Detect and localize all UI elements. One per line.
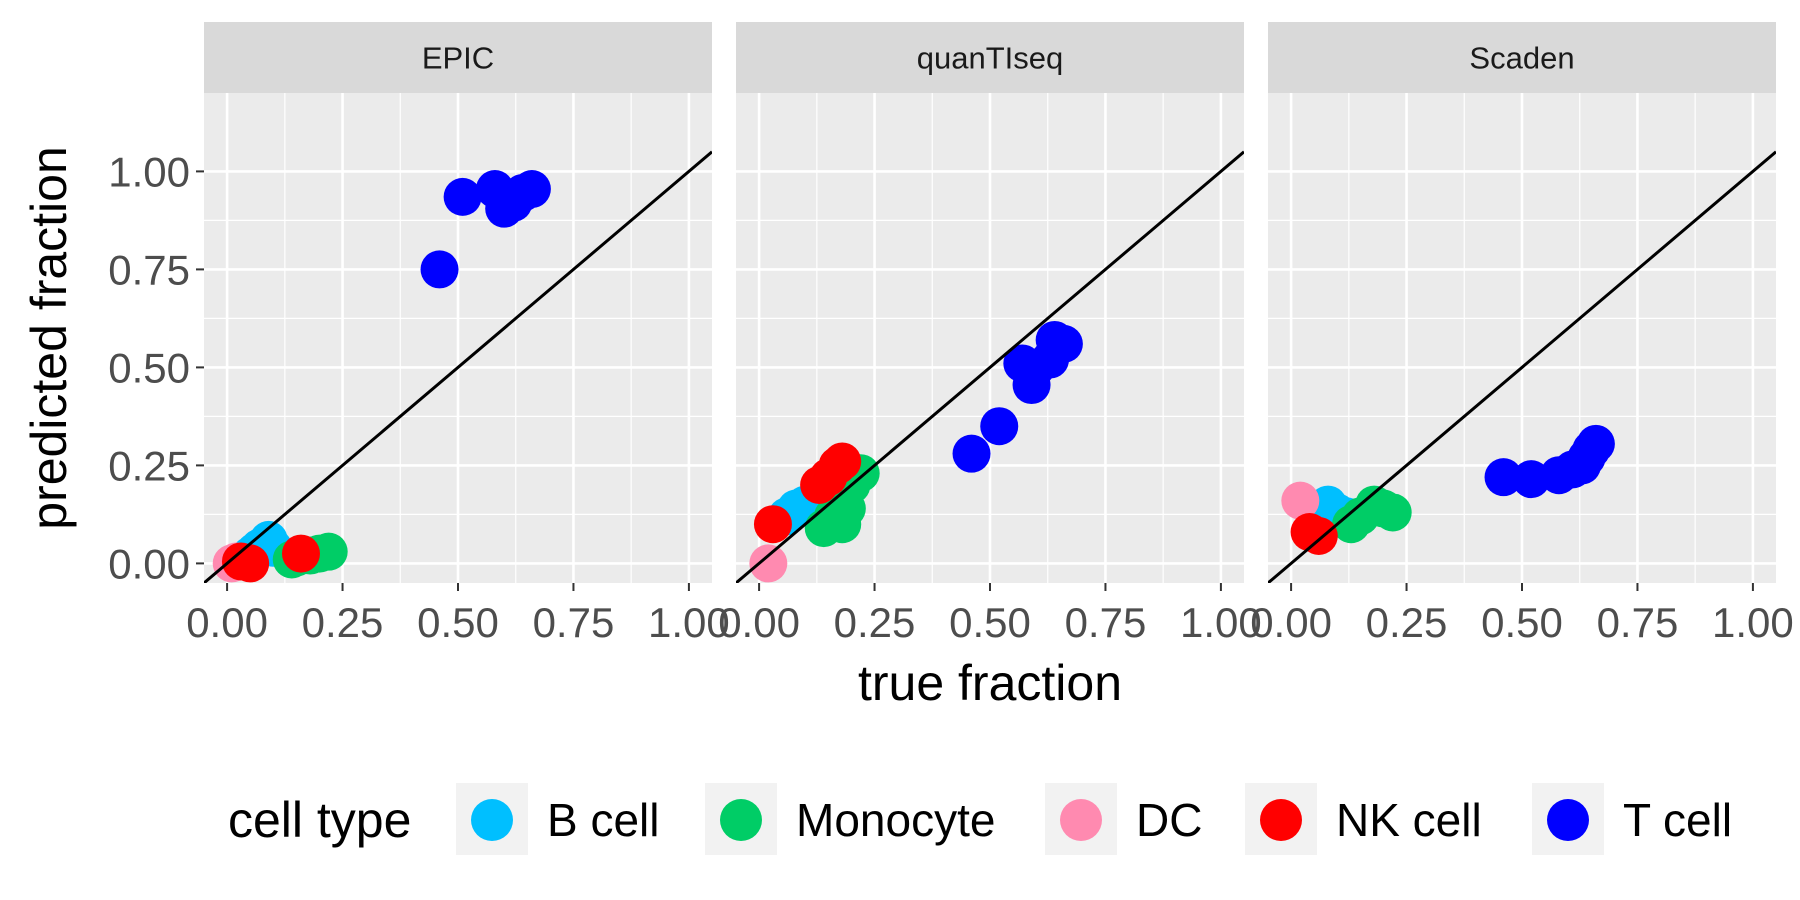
facet-strip-label: Scaden (1469, 41, 1574, 76)
y-tick-label: 0.00 (108, 540, 190, 587)
facet-strip (736, 22, 1244, 93)
x-tick-label: 0.50 (949, 599, 1031, 646)
identity-reference-line (736, 150, 1244, 583)
data-point-nk-cell (753, 505, 792, 544)
x-tick-label: 0.25 (1366, 599, 1448, 646)
data-point-t-cell (512, 170, 551, 209)
data-point-nk-cell (1299, 516, 1338, 555)
x-tick-label: 0.75 (533, 599, 615, 646)
x-tick-label: 0.00 (186, 599, 268, 646)
x-tick-label: 0.00 (1250, 599, 1332, 646)
facet-strip-label: EPIC (422, 41, 494, 76)
x-tick-label: 0.75 (1065, 599, 1147, 646)
y-axis-title: predicted fraction (21, 146, 77, 530)
x-tick-label: 0.50 (417, 599, 499, 646)
legend-label: T cell (1623, 794, 1732, 846)
data-point-t-cell (952, 434, 991, 473)
x-tick-label: 1.00 (1180, 599, 1262, 646)
data-point-t-cell (443, 177, 482, 216)
data-point-t-cell (1044, 324, 1083, 363)
y-tick-label: 0.75 (108, 246, 190, 293)
facet-strip-label: quanTIseq (917, 41, 1064, 76)
identity-reference-line (204, 150, 712, 583)
data-point-dc (749, 544, 788, 583)
data-point-monocyte (1373, 493, 1412, 532)
data-point-nk-cell (231, 544, 270, 583)
legend-label: B cell (547, 794, 659, 846)
legend-label: NK cell (1336, 794, 1482, 846)
x-tick-label: 1.00 (1712, 599, 1794, 646)
legend-label: Monocyte (796, 794, 995, 846)
y-tick-label: 0.50 (108, 344, 190, 391)
legend-label: DC (1136, 794, 1202, 846)
data-point-monocyte (309, 532, 348, 571)
x-tick-label: 1.00 (648, 599, 730, 646)
facet-panel-scaden: Scaden 0.00 0.25 0.50 0.75 1.00 (1250, 22, 1794, 646)
x-tick-label: 0.00 (718, 599, 800, 646)
facet-strip (204, 22, 712, 93)
x-tick-label: 0.25 (834, 599, 916, 646)
data-point-nk-cell (823, 442, 862, 481)
legend: cell type B cell Monocyte DC NK cell T cell (228, 783, 1732, 855)
legend-key-nk-cell (1260, 799, 1302, 841)
legend-key-b-cell (471, 799, 513, 841)
legend-key-dc (1060, 799, 1102, 841)
x-tick-label: 0.75 (1597, 599, 1679, 646)
legend-key-monocyte (720, 799, 762, 841)
facet-strip (1268, 22, 1776, 93)
data-point-nk-cell (281, 534, 320, 573)
legend-title: cell type (228, 792, 411, 848)
data-point-dc (1281, 481, 1320, 520)
x-tick-label: 0.25 (302, 599, 384, 646)
y-tick-label: 0.25 (108, 442, 190, 489)
x-tick-label: 0.50 (1481, 599, 1563, 646)
data-point-t-cell (1576, 424, 1615, 463)
legend-key-t-cell (1547, 799, 1589, 841)
data-point-t-cell (1484, 458, 1523, 497)
x-axis-title: true fraction (858, 655, 1122, 711)
data-point-t-cell (420, 250, 459, 289)
data-point-t-cell (1512, 460, 1551, 499)
identity-reference-line (1268, 150, 1776, 583)
facet-panel-epic: EPIC 0.00 0.25 0.50 0.75 1.00 (186, 22, 730, 646)
facet-panel-quantiseq: quanTIseq 0.00 0.25 0.50 0.75 1.00 (718, 22, 1262, 646)
data-point-t-cell (980, 407, 1019, 446)
y-tick-label: 1.00 (108, 148, 190, 195)
